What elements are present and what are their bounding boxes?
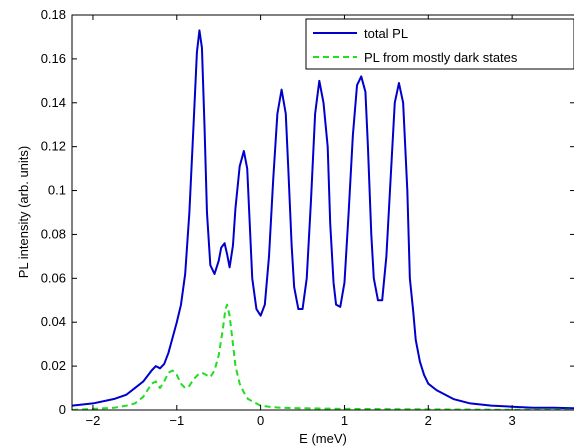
- legend-label-total-pl: total PL: [364, 26, 408, 41]
- x-tick-label: −1: [169, 413, 184, 428]
- y-tick-label: 0.1: [48, 183, 66, 198]
- x-tick-label: 1: [341, 413, 348, 428]
- y-tick-label: 0.08: [41, 226, 66, 241]
- x-tick-label: −2: [86, 413, 101, 428]
- x-tick-label: 3: [509, 413, 516, 428]
- y-axis-label: PL intensity (arb. units): [16, 146, 31, 278]
- x-tick-label: 2: [425, 413, 432, 428]
- y-tick-label: 0.02: [41, 358, 66, 373]
- plot-area: [72, 29, 574, 410]
- y-tick-label: 0.16: [41, 51, 66, 66]
- legend-box: [305, 18, 574, 70]
- series-line-total-pl: [72, 29, 574, 410]
- y-tick-label: 0.14: [41, 95, 66, 110]
- y-tick-label: 0.04: [41, 314, 66, 329]
- y-tick-label: 0: [59, 402, 66, 417]
- legend: total PL PL from mostly dark states: [305, 18, 574, 70]
- legend-label-dark-states: PL from mostly dark states: [364, 50, 518, 65]
- series-layer: [72, 29, 574, 410]
- y-tick-label: 0.18: [41, 7, 66, 22]
- plot-frame: [71, 14, 574, 411]
- ticks-layer: −2 −1 0 1 2 3 0 0.02 0.04 0.06 0.08 0.1 0.12 0.14 0.16…: [41, 7, 574, 428]
- series-line-dark-states: [72, 303, 574, 410]
- x-axis-label: E (meV): [299, 431, 347, 446]
- y-tick-label: 0.06: [41, 270, 66, 285]
- y-tick-label: 0.12: [41, 139, 66, 154]
- x-tick-label: 0: [257, 413, 264, 428]
